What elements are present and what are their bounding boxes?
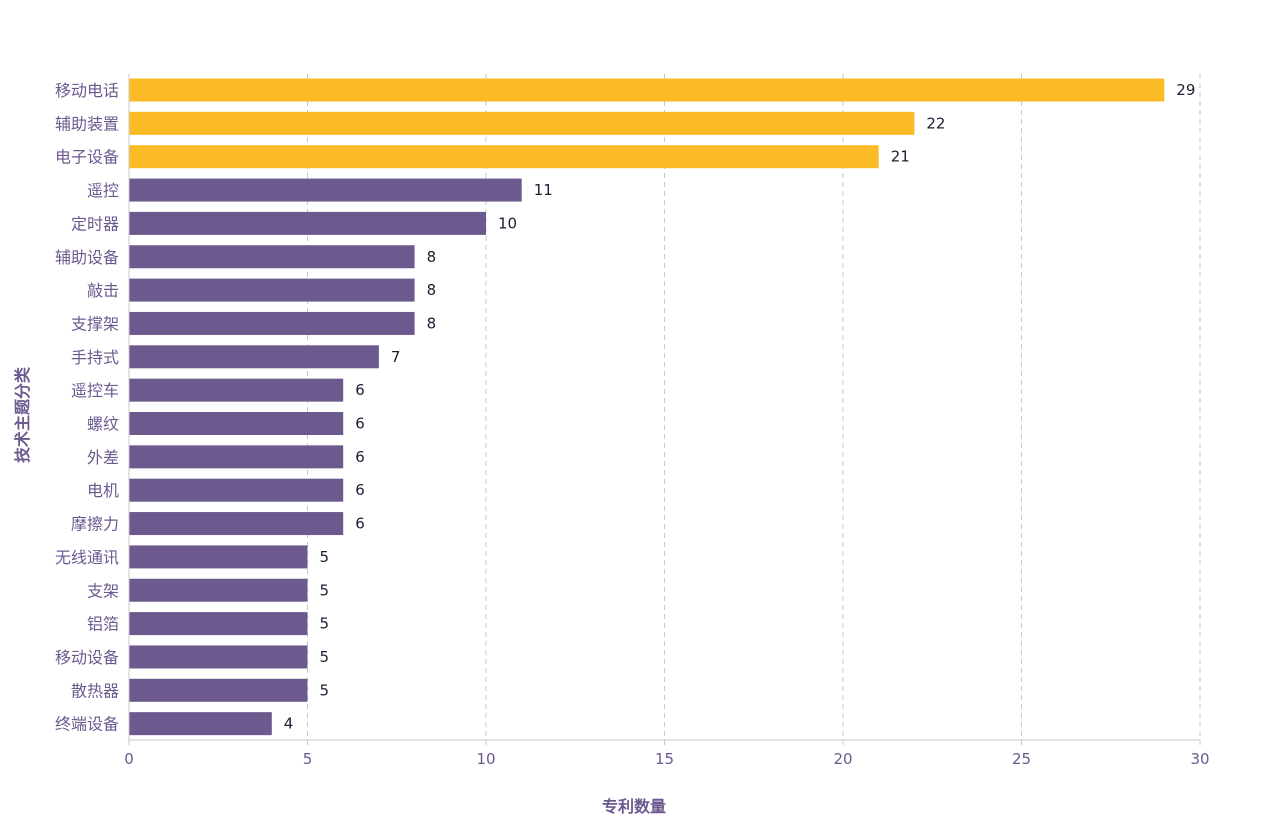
bar <box>129 211 486 235</box>
bar <box>129 78 1165 102</box>
category-label: 辅助装置 <box>55 114 119 133</box>
x-tick-label: 10 <box>476 750 495 768</box>
category-label: 摩擦力 <box>71 515 119 534</box>
bar <box>129 311 415 335</box>
category-label: 支撑架 <box>71 314 119 333</box>
category-label: 螺纹 <box>87 415 119 434</box>
bar <box>129 111 915 135</box>
category-label: 终端设备 <box>55 715 119 734</box>
bar <box>129 578 308 602</box>
labels: 0 5 10 15 20 25 30 移动电话 29 辅助装置 22 电子设备 21 遥控 11 定时器 10 辅… <box>55 81 1210 768</box>
bars <box>129 78 1165 736</box>
axes <box>128 74 1201 745</box>
value-label: 4 <box>284 715 294 733</box>
bar <box>129 478 344 502</box>
category-label: 遥控 <box>87 181 119 200</box>
bar <box>129 545 308 569</box>
bar <box>129 245 415 269</box>
x-tick-label: 5 <box>303 750 313 768</box>
bar <box>129 512 344 536</box>
value-label: 10 <box>498 214 517 232</box>
category-label: 铝箔 <box>87 615 119 634</box>
category-label: 移动电话 <box>55 81 119 100</box>
x-axis-title: 专利数量 <box>602 797 666 816</box>
category-label: 电子设备 <box>55 148 119 167</box>
value-label: 6 <box>355 515 365 533</box>
bar <box>129 712 272 736</box>
bar <box>129 645 308 669</box>
bar <box>129 412 344 435</box>
x-tick-label: 15 <box>655 750 674 768</box>
bar <box>129 145 879 169</box>
value-label: 6 <box>355 381 365 399</box>
value-label: 6 <box>355 448 365 466</box>
value-label: 5 <box>320 548 330 566</box>
y-axis-title: 技术主题分类 <box>13 366 32 463</box>
bar <box>129 445 344 469</box>
value-label: 6 <box>355 415 365 433</box>
category-label: 定时器 <box>71 214 119 233</box>
category-label: 敲击 <box>87 281 119 300</box>
value-label: 7 <box>391 348 401 366</box>
grid-lines <box>307 74 1201 740</box>
value-label: 6 <box>355 481 365 499</box>
value-label: 5 <box>320 581 330 599</box>
value-label: 8 <box>427 248 437 266</box>
value-label: 11 <box>534 181 553 199</box>
value-label: 21 <box>891 148 910 166</box>
category-label: 电机 <box>87 481 119 500</box>
category-label: 无线通讯 <box>55 548 119 567</box>
value-label: 5 <box>320 648 330 666</box>
x-tick-label: 30 <box>1190 750 1209 768</box>
bar <box>129 378 344 402</box>
bar <box>129 612 308 636</box>
value-label: 22 <box>926 114 945 132</box>
bar <box>129 678 308 702</box>
x-tick-label: 20 <box>833 750 852 768</box>
x-tick-label: 0 <box>124 750 134 768</box>
category-label: 散热器 <box>71 681 119 700</box>
category-label: 移动设备 <box>55 648 119 667</box>
bar <box>129 178 522 202</box>
category-label: 手持式 <box>71 348 119 367</box>
bar <box>129 278 415 302</box>
value-label: 8 <box>427 281 437 299</box>
bar <box>129 345 379 369</box>
category-label: 外差 <box>87 448 119 467</box>
x-tick-label: 25 <box>1012 750 1031 768</box>
value-label: 5 <box>320 615 330 633</box>
value-label: 8 <box>427 314 437 332</box>
value-label: 5 <box>320 681 330 699</box>
value-label: 29 <box>1176 81 1195 99</box>
category-label: 遥控车 <box>71 381 119 400</box>
category-label: 支架 <box>87 581 119 600</box>
category-label: 辅助设备 <box>55 248 119 267</box>
